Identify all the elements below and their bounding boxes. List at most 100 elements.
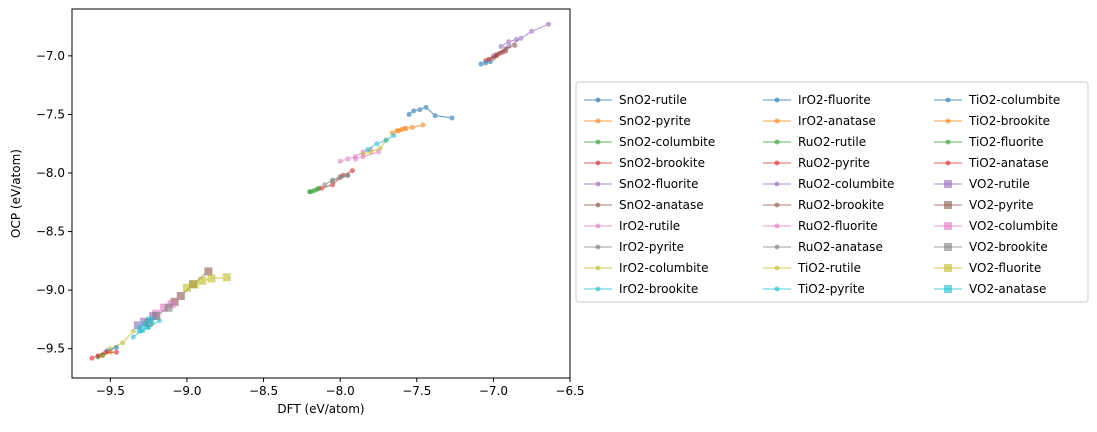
legend-marker [595,139,601,145]
legend-item: VO2-pyrite [934,198,1033,212]
data-point [391,133,397,139]
legend-item: IrO2-pyrite [584,240,684,254]
legend-marker [774,181,780,187]
data-point [417,107,423,113]
x-tick-label: −8.0 [326,384,355,398]
series-line [367,134,395,151]
data-point [513,36,519,42]
legend-item: IrO2-columbite [584,261,709,275]
legend-item: SnO2-pyrite [584,114,691,128]
legend-label: TiO2-rutile [797,261,861,275]
series-RuO2-brookite [490,48,509,61]
data-point [141,321,150,330]
data-point [352,156,358,162]
legend-marker [595,202,601,208]
legend-label: SnO2-columbite [619,135,715,149]
legend-item: IrO2-fluorite [763,93,871,107]
legend-marker [595,160,601,166]
y-tick-label: −9.5 [36,342,65,356]
legend-item: SnO2-anatase [584,198,704,212]
legend-item: RuO2-pyrite [763,156,870,170]
data-point [190,280,199,289]
legend-marker [595,286,601,292]
series-TiO2-rutile [107,328,136,352]
data-point [406,111,412,117]
legend-label: IrO2-brookite [619,282,698,296]
legend-marker [945,160,951,166]
legend-item: SnO2-columbite [584,135,715,149]
series-IrO2-brookite [365,133,397,153]
legend-label: RuO2-brookite [798,198,884,212]
legend-marker [595,244,601,250]
y-tick-label: −8.5 [36,225,65,239]
legend-label: SnO2-rutile [619,93,687,107]
legend-marker [774,160,780,166]
data-point [423,104,429,110]
y-axis-label: OCP (eV/atom) [9,149,23,238]
legend-item: TiO2-fluorite [934,135,1044,149]
legend-marker [595,97,601,103]
legend-item: SnO2-fluorite [584,177,699,191]
legend-label: VO2-brookite [969,240,1048,254]
series-line [408,106,453,119]
data-point [345,172,351,178]
legend-marker [774,202,780,208]
data-point [337,175,343,181]
legend-item: RuO2-columbite [763,177,894,191]
data-point [95,353,101,359]
legend-item: VO2-brookite [934,240,1048,254]
data-point [152,311,161,320]
data-point [89,355,95,361]
legend-marker [774,97,780,103]
legend-label: VO2-fluorite [969,261,1041,275]
plot-marks [89,21,552,361]
data-point [113,349,119,355]
data-point [497,51,503,57]
legend-label: IrO2-columbite [619,261,709,275]
data-point [113,345,119,351]
y-tick-label: −8.0 [36,166,65,180]
legend-label: SnO2-anatase [619,198,704,212]
legend: SnO2-rutile SnO2-pyrite SnO2-columbite SnO2… [575,81,1089,303]
legend-marker [945,97,951,103]
legend-label: TiO2-fluorite [968,135,1044,149]
data-point [449,115,455,121]
data-point [503,48,509,54]
legend-marker [944,201,952,209]
data-point [365,147,371,153]
data-point [498,43,504,49]
legend-label: VO2-anatase [969,282,1046,296]
x-tick-label: −8.5 [249,384,278,398]
data-point [409,124,415,130]
series-VO2-fluorite [182,273,231,292]
legend-item: TiO2-brookite [934,114,1050,128]
legend-marker [944,243,952,251]
legend-label: RuO2-fluorite [798,219,878,233]
x-axis-label: DFT (eV/atom) [277,402,364,416]
x-tick-label: −9.5 [96,384,125,398]
legend-label: VO2-pyrite [969,198,1033,212]
legend-label: IrO2-anatase [798,114,876,128]
plot-frame [71,8,571,379]
data-point [375,149,381,155]
data-point [432,113,438,119]
data-point [360,154,366,160]
data-point [329,182,335,188]
legend-marker [595,265,601,271]
legend-label: IrO2-fluorite [798,93,871,107]
data-point [103,349,109,355]
legend-item: TiO2-pyrite [763,282,865,296]
data-point [383,137,389,143]
legend-item: SnO2-brookite [584,156,705,170]
legend-marker [774,244,780,250]
legend-label: SnO2-pyrite [619,114,691,128]
legend-marker [774,139,780,145]
data-point [329,178,335,184]
data-point [546,21,552,27]
legend-item: SnO2-rutile [584,93,687,107]
data-point [176,292,185,300]
legend-label: VO2-columbite [969,219,1058,233]
legend-marker [944,285,952,293]
legend-label: SnO2-fluorite [619,177,699,191]
x-tick-label: −7.5 [402,384,431,398]
